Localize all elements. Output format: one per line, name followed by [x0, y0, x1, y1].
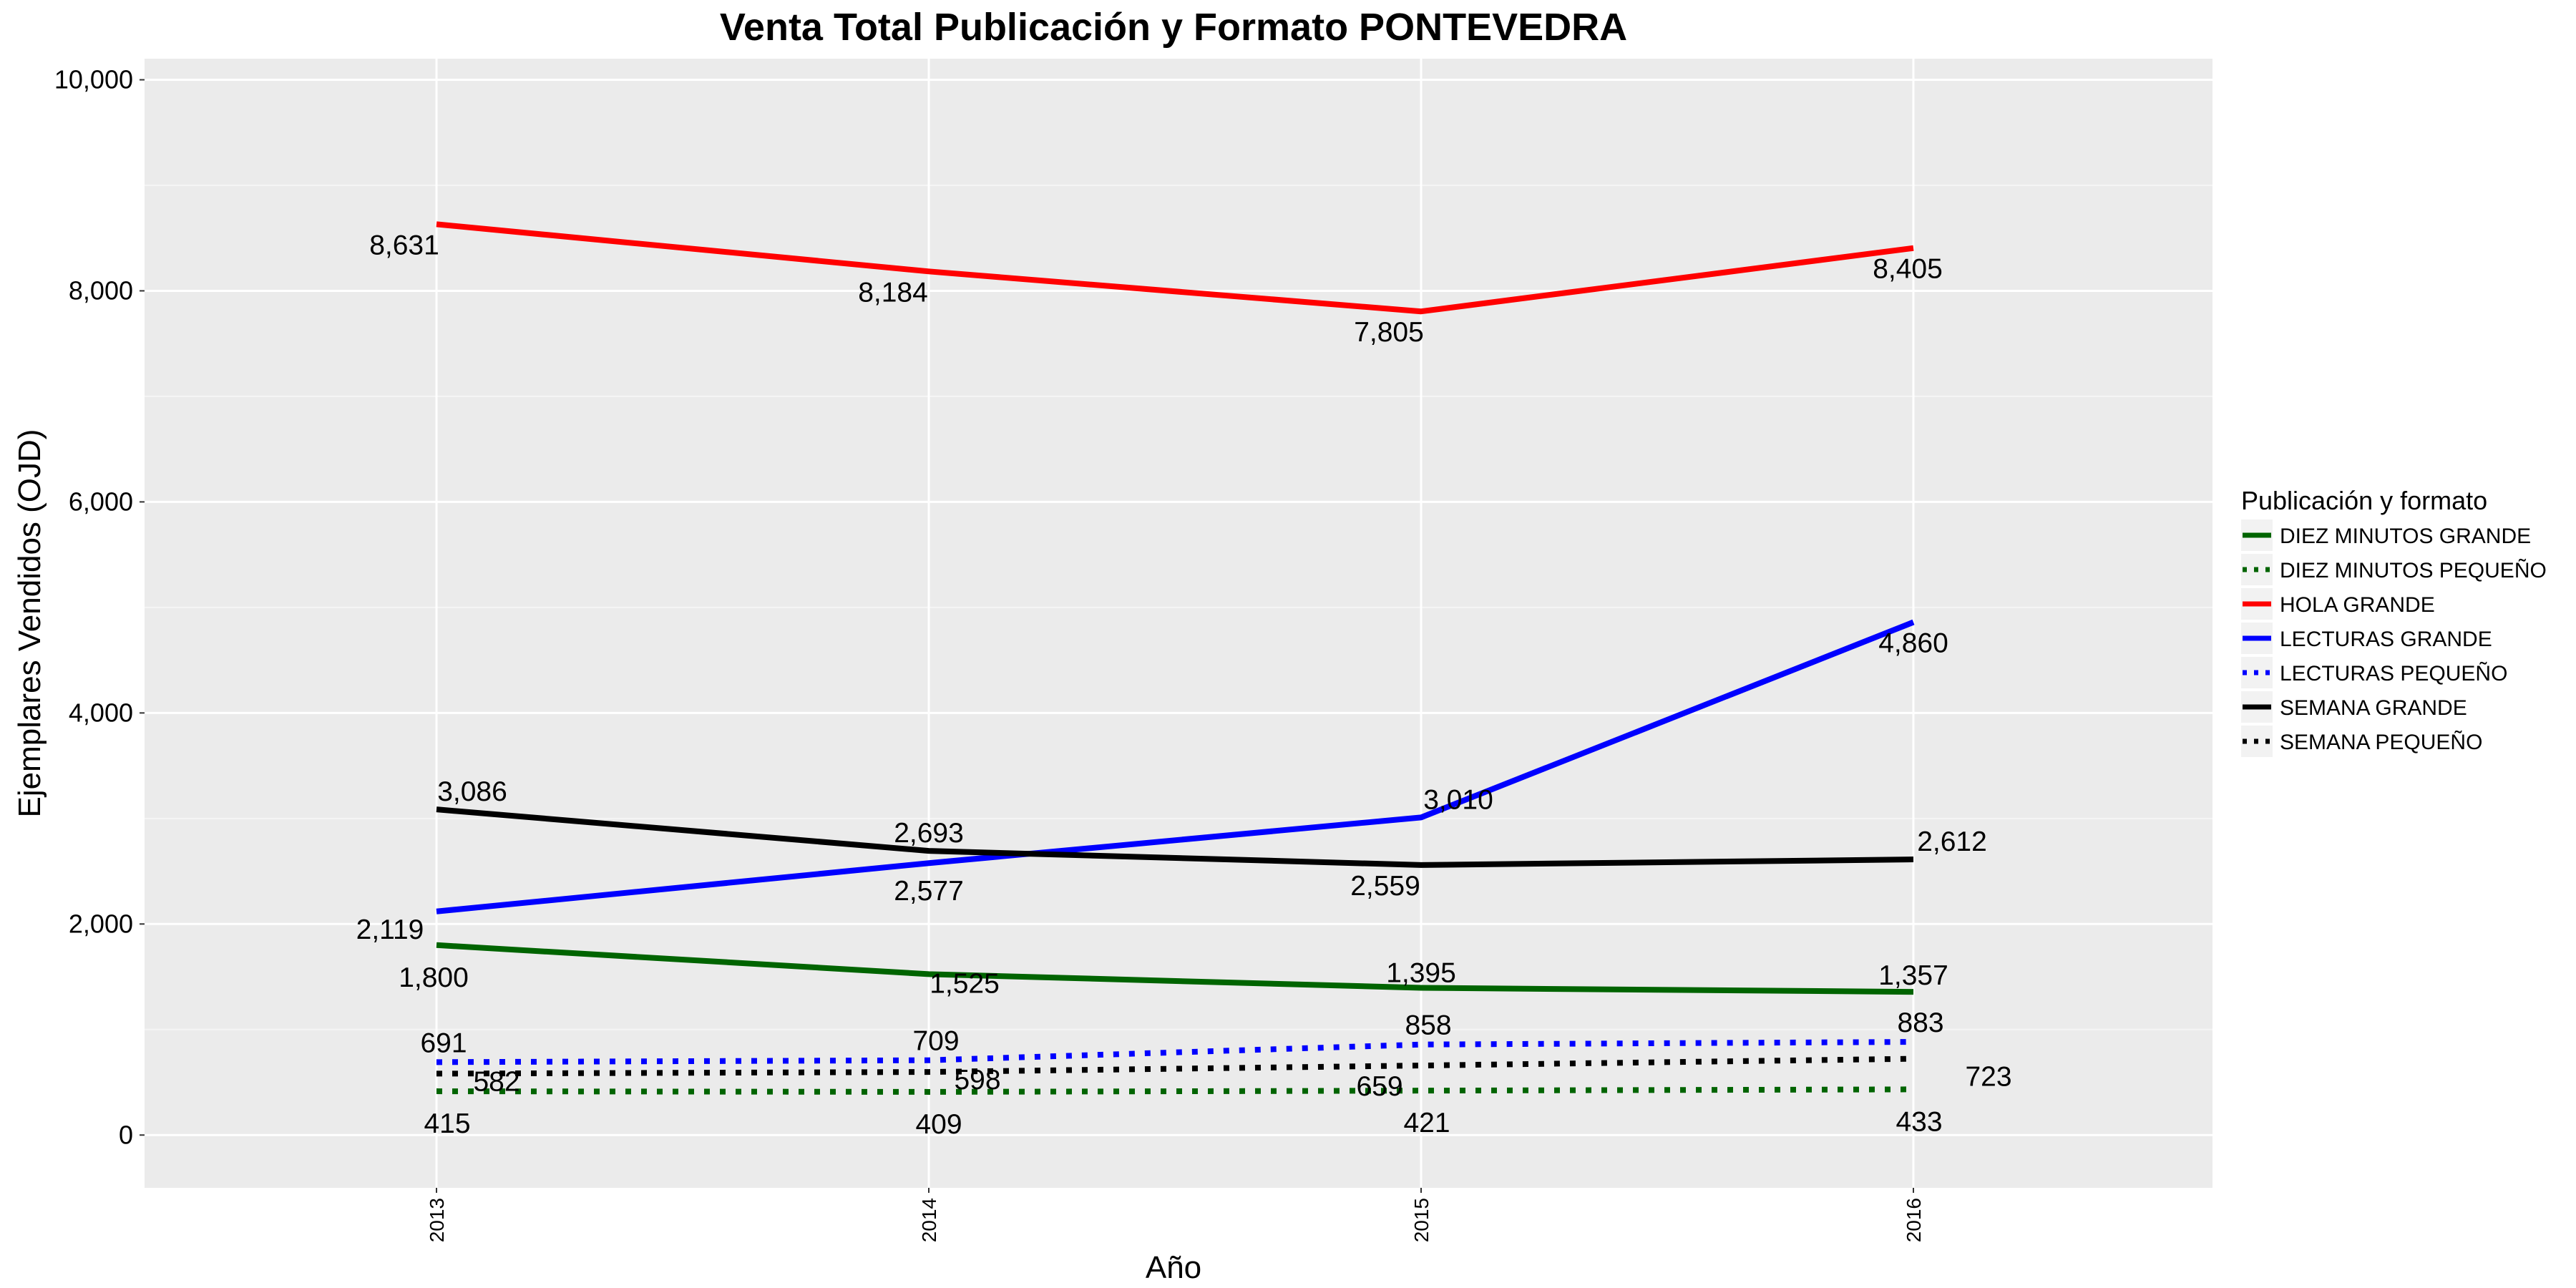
data-label: 4,860 [1878, 628, 1948, 659]
legend-item: LECTURAS GRANDE [2241, 623, 2492, 654]
x-tick-label: 2013 [426, 1198, 448, 1242]
plot-panel [145, 59, 2212, 1188]
data-label: 1,395 [1386, 958, 1456, 989]
legend-label: SEMANA PEQUEÑO [2280, 730, 2482, 754]
legend-label: SEMANA GRANDE [2280, 696, 2467, 720]
series-line [436, 1039, 1914, 1065]
data-label: 858 [1405, 1010, 1451, 1041]
data-label: 433 [1896, 1106, 1942, 1137]
series-line [436, 619, 1915, 914]
data-label: 709 [912, 1026, 959, 1057]
data-label: 8,405 [1873, 254, 1943, 285]
data-label: 409 [915, 1109, 962, 1140]
y-tick-label: 10,000 [54, 64, 133, 94]
data-label: 8,184 [858, 277, 928, 308]
series-line [436, 221, 1914, 315]
y-tick-label: 6,000 [69, 487, 133, 516]
legend-item: SEMANA PEQUEÑO [2241, 726, 2482, 757]
legend-label: DIEZ MINUTOS PEQUEÑO [2280, 558, 2547, 582]
legend-label: DIEZ MINUTOS GRANDE [2280, 525, 2531, 548]
legend-label: HOLA GRANDE [2280, 593, 2435, 617]
data-label: 3,010 [1423, 784, 1493, 815]
data-label: 8,631 [369, 230, 439, 260]
x-tick-label: 2016 [1903, 1198, 1925, 1242]
data-label: 2,577 [894, 876, 964, 907]
data-label: 2,612 [1917, 826, 1987, 857]
data-label: 723 [1965, 1062, 2011, 1093]
legend-item: DIEZ MINUTOS GRANDE [2241, 519, 2531, 551]
y-tick-label: 8,000 [69, 275, 133, 305]
series-line [436, 1055, 1914, 1077]
data-label: 1,800 [399, 962, 469, 993]
data-label: 691 [420, 1028, 467, 1058]
x-tick-label: 2014 [918, 1198, 940, 1242]
data-label: 415 [424, 1108, 470, 1139]
legend-item: SEMANA GRANDE [2241, 691, 2467, 723]
series-line [436, 806, 1914, 868]
series-lines [436, 221, 1915, 1095]
y-tick-label: 4,000 [69, 698, 133, 727]
data-label: 421 [1403, 1108, 1450, 1138]
legend-label: LECTURAS PEQUEÑO [2280, 661, 2507, 686]
legend: Publicación y formato DIEZ MINUTOS GRAND… [2241, 486, 2547, 757]
data-label: 2,559 [1350, 871, 1420, 902]
data-label: 659 [1356, 1071, 1402, 1102]
data-label: 2,693 [894, 818, 964, 849]
data-label: 598 [954, 1065, 1000, 1096]
data-label: 1,525 [930, 968, 1000, 999]
data-label: 582 [473, 1066, 519, 1097]
data-label: 2,119 [356, 914, 424, 945]
data-label: 883 [1897, 1008, 1943, 1038]
legend-items: DIEZ MINUTOS GRANDE DIEZ MINUTOS PEQUEÑO H… [2241, 519, 2547, 757]
y-axis-title: Ejemplares Vendidos (OJD) [12, 429, 47, 818]
legend-title: Publicación y formato [2241, 486, 2487, 515]
y-tick-label: 0 [119, 1120, 133, 1149]
x-axis: 2013 2014 2015 2016 [426, 1188, 1925, 1242]
data-label: 7,805 [1354, 317, 1424, 348]
data-label: 1,357 [1878, 960, 1948, 991]
minor-grid [145, 184, 2212, 1030]
y-axis: 0 2,000 4,000 6,000 8,000 10,000 [54, 64, 145, 1149]
x-axis-title: Año [1146, 1250, 1201, 1285]
legend-item: DIEZ MINUTOS PEQUEÑO [2241, 554, 2547, 585]
chart-title: Venta Total Publicación y Formato PONTEV… [720, 6, 1627, 49]
series-line [436, 942, 1914, 995]
series-line [436, 1086, 1914, 1095]
data-labels: 1,800 1,525 1,395 1,357 415 409 421 433 8,631 8,1… [356, 230, 2012, 1140]
y-tick-label: 2,000 [69, 909, 133, 938]
legend-label: LECTURAS GRANDE [2280, 628, 2492, 651]
data-label: 3,086 [437, 776, 507, 807]
legend-item: HOLA GRANDE [2241, 588, 2435, 620]
x-tick-label: 2015 [1410, 1198, 1433, 1242]
legend-item: LECTURAS PEQUEÑO [2241, 657, 2507, 688]
